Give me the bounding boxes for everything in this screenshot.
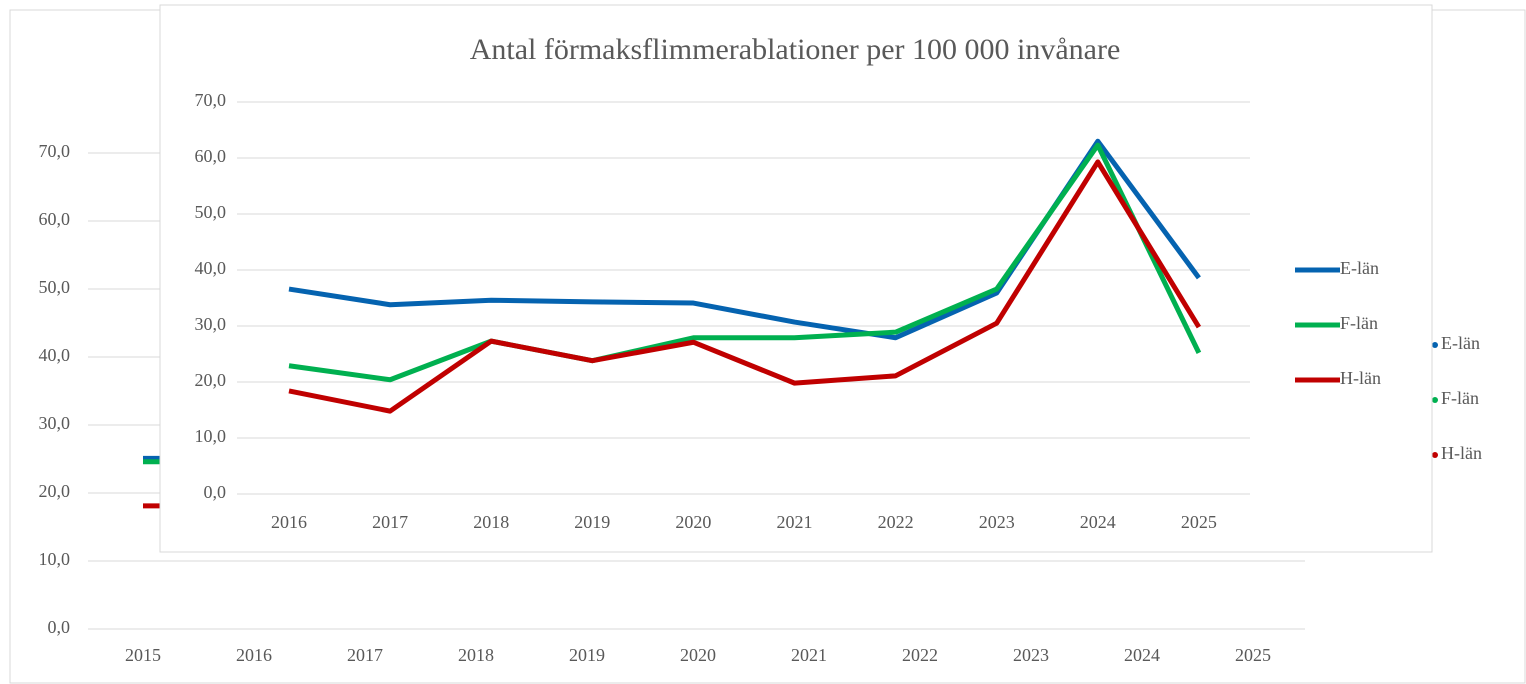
- legend-label: H-län: [1340, 368, 1381, 388]
- series-line: [288, 159, 1202, 414]
- y-tick-label: 30,0: [39, 413, 71, 433]
- x-tick-label: 2017: [347, 645, 383, 665]
- y-tick-label: 70,0: [39, 141, 71, 161]
- x-tick-label: 2025: [1235, 645, 1271, 665]
- legend-swatch: [1432, 397, 1438, 403]
- y-tick-label: 0,0: [204, 482, 227, 502]
- x-tick-label: 2017: [372, 512, 408, 532]
- y-tick-label: 20,0: [39, 481, 71, 501]
- y-tick-label: 70,0: [195, 90, 227, 110]
- x-tick-label: 2020: [680, 645, 716, 665]
- legend-label: E-län: [1441, 333, 1480, 353]
- legend-label: F-län: [1340, 313, 1378, 333]
- x-tick-label: 2022: [878, 512, 914, 532]
- x-tick-label: 2024: [1080, 512, 1116, 532]
- legend-swatch: [1432, 452, 1438, 458]
- legend-label: E-län: [1340, 258, 1379, 278]
- x-tick-label: 2021: [791, 645, 827, 665]
- legend-label: F-län: [1441, 388, 1479, 408]
- x-tick-label: 2023: [979, 512, 1015, 532]
- x-tick-label: 2016: [271, 512, 307, 532]
- x-tick-label: 2018: [458, 645, 494, 665]
- y-tick-label: 50,0: [39, 277, 71, 297]
- x-tick-label: 2020: [675, 512, 711, 532]
- y-tick-label: 0,0: [48, 617, 71, 637]
- y-tick-label: 60,0: [39, 209, 71, 229]
- y-tick-label: 10,0: [39, 549, 71, 569]
- series-line: [288, 142, 1202, 383]
- x-tick-label: 2019: [569, 645, 605, 665]
- y-tick-label: 60,0: [195, 146, 227, 166]
- legend-label: H-län: [1441, 443, 1482, 463]
- x-tick-label: 2025: [1181, 512, 1217, 532]
- x-tick-label: 2021: [777, 512, 813, 532]
- x-tick-label: 2023: [1013, 645, 1049, 665]
- x-tick-label: 2019: [574, 512, 610, 532]
- front-chart: Antal förmaksflimmerablationer per 100 0…: [195, 33, 1381, 532]
- y-tick-label: 40,0: [195, 258, 227, 278]
- y-tick-label: 10,0: [195, 426, 227, 446]
- legend-swatch: [1432, 342, 1438, 348]
- y-tick-label: 40,0: [39, 345, 71, 365]
- y-tick-label: 30,0: [195, 314, 227, 334]
- x-tick-label: 2018: [473, 512, 509, 532]
- y-tick-label: 20,0: [195, 370, 227, 390]
- x-tick-label: 2016: [236, 645, 272, 665]
- x-tick-label: 2022: [902, 645, 938, 665]
- chart-title: Antal förmaksflimmerablationer per 100 0…: [470, 33, 1121, 66]
- x-tick-label: 2024: [1124, 645, 1160, 665]
- x-tick-label: 2015: [125, 645, 161, 665]
- y-tick-label: 50,0: [195, 202, 227, 222]
- front-chart-frame: [159, 4, 1433, 553]
